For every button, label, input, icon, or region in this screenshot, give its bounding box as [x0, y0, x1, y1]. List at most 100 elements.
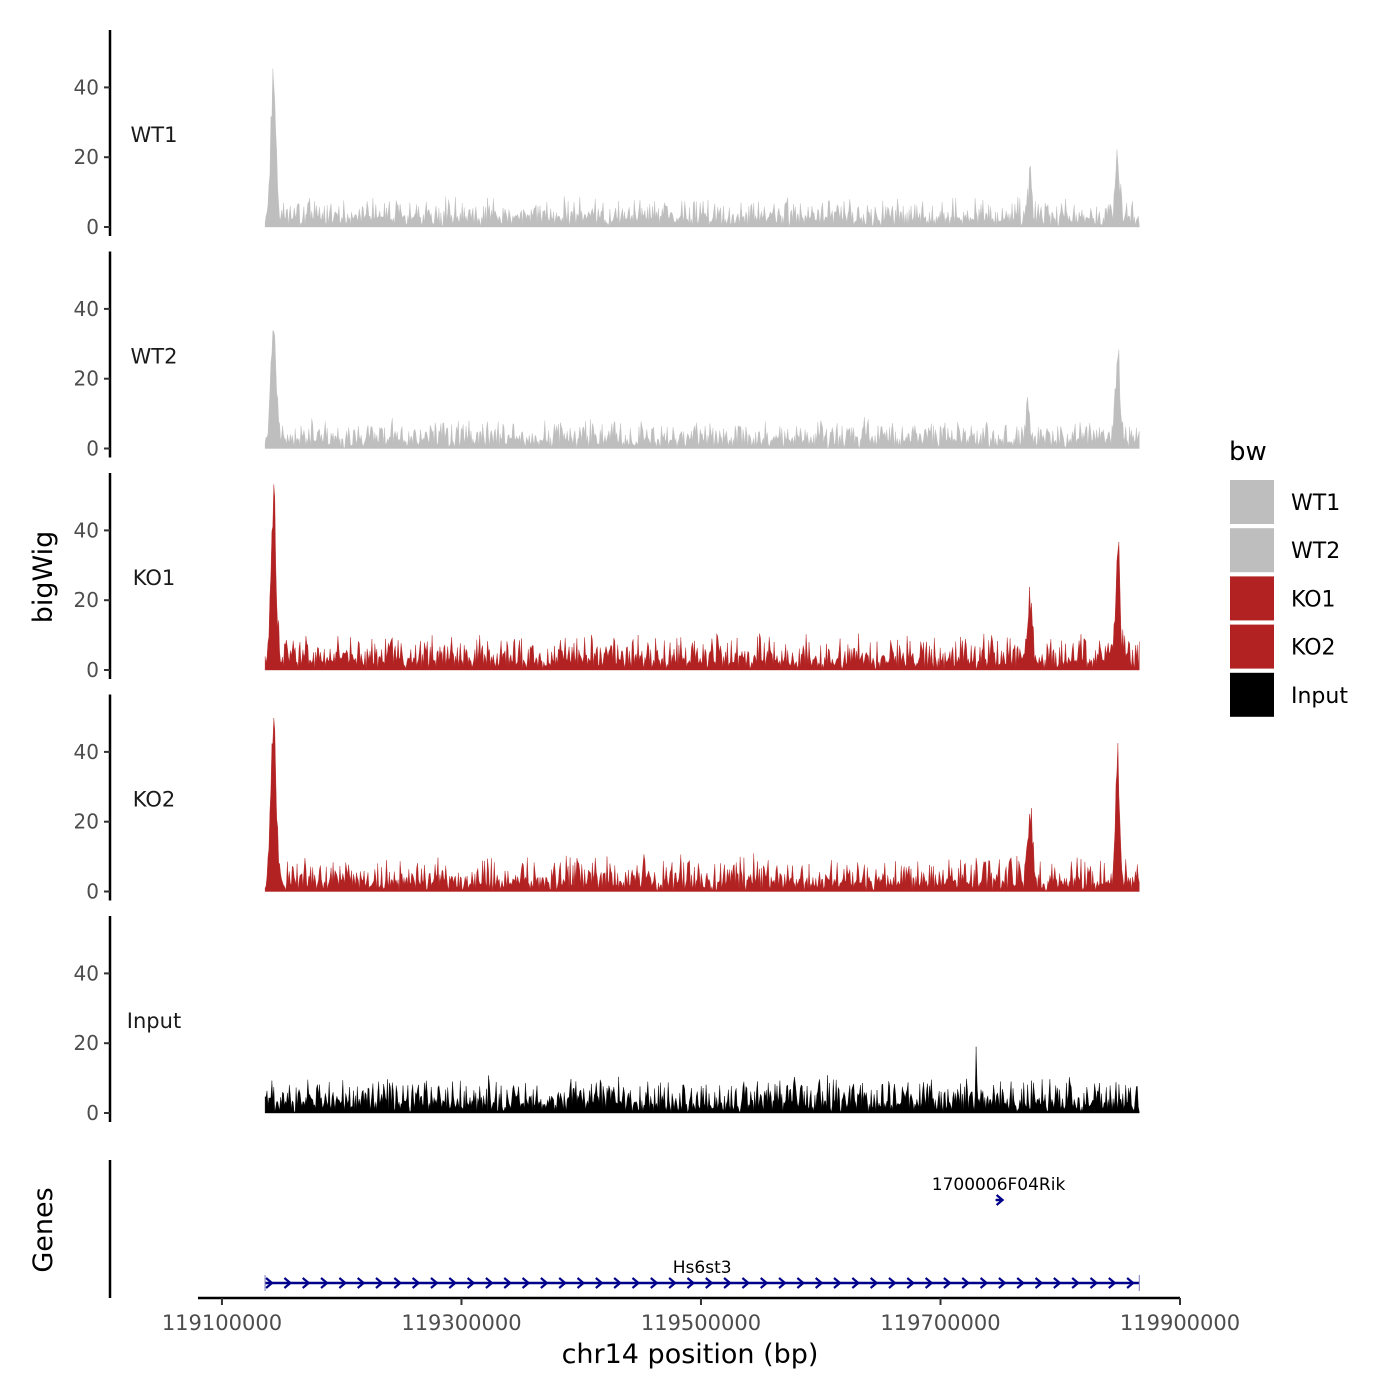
signal-area-wt1: [264, 68, 1140, 228]
strand-arrow: [705, 1277, 714, 1289]
track-label: KO2: [133, 788, 176, 812]
strand-arrow: [851, 1277, 861, 1289]
gene-1700006f04rik: 1700006F04Rik: [932, 1175, 1066, 1206]
strand-arrow: [1089, 1277, 1099, 1289]
gene-label: 1700006F04Rik: [932, 1175, 1066, 1195]
strand-arrow: [356, 1277, 366, 1289]
strand-arrow: [338, 1277, 348, 1289]
legend-label-ko1: KO1: [1291, 587, 1336, 612]
legend-label-wt2: WT2: [1291, 539, 1340, 564]
y-tick-label: 40: [74, 75, 99, 99]
legend-swatch-ko2: [1230, 624, 1274, 669]
strand-arrow: [778, 1277, 787, 1289]
strand-arrow: [1108, 1277, 1117, 1289]
x-tick-label: 119700000: [880, 1311, 1000, 1335]
strand-arrow: [485, 1277, 494, 1289]
strand-arrow: [503, 1277, 512, 1289]
strand-arrow: [668, 1277, 677, 1289]
strand-arrow: [723, 1277, 732, 1289]
genes-panel: Hs6st3 1700006F04Rik: [108, 1160, 1140, 1298]
genes-axis-title: Genes: [28, 1187, 59, 1272]
gene-label: Hs6st3: [673, 1258, 732, 1278]
strand-arrow: [998, 1277, 1007, 1289]
y-tick-label: 0: [86, 1101, 99, 1125]
strand-arrow: [961, 1277, 970, 1289]
x-tick-label: 119900000: [1120, 1311, 1240, 1335]
signal-area-wt2: [264, 330, 1140, 450]
y-tick-label: 0: [86, 215, 99, 239]
track-wt2: 0 20 40 WT2: [74, 251, 1140, 461]
y-tick-label: 40: [74, 518, 99, 542]
track-wt1: 0 20 40 WT1: [74, 30, 1140, 239]
strand-arrow: [650, 1277, 659, 1289]
strand-arrow: [613, 1277, 622, 1289]
y-axis-title: bigWig: [28, 531, 59, 624]
strand-arrow: [943, 1277, 952, 1289]
y-tick-label: 20: [74, 145, 99, 169]
strand-arrow: [686, 1277, 696, 1289]
strand-arrow: [869, 1277, 879, 1289]
gene-hs6st3: Hs6st3: [264, 1258, 1140, 1291]
strand-arrow: [906, 1277, 915, 1289]
y-tick-label: 0: [86, 658, 99, 682]
strand-arrow: [540, 1277, 549, 1289]
legend-swatch-wt1: [1230, 480, 1274, 524]
track-label: WT1: [131, 123, 178, 147]
strand-arrow: [283, 1277, 293, 1289]
x-axis: 119100000 119300000 119500000 119700000 1199…: [162, 1296, 1240, 1335]
legend-label-ko2: KO2: [1291, 636, 1336, 661]
legend-label-input: Input: [1291, 684, 1348, 709]
strand-arrow: [1053, 1277, 1062, 1289]
track-label: WT2: [131, 345, 178, 369]
strand-arrow: [301, 1277, 311, 1289]
strand-arrow: [1126, 1277, 1135, 1289]
legend-title: bw: [1229, 437, 1267, 467]
strand-arrow: [430, 1277, 439, 1289]
track-label: Input: [127, 1009, 181, 1033]
y-tick-label: 20: [74, 810, 99, 834]
strand-arrow: [631, 1277, 641, 1289]
strand-arrow: [411, 1277, 421, 1289]
strand-arrow: [1071, 1277, 1080, 1289]
strand-arrow: [1016, 1277, 1025, 1289]
strand-arrow: [888, 1277, 897, 1289]
y-tick-label: 40: [74, 740, 99, 764]
bigwig-tracks: 0 20 40 WT1 0 20 40 WT2 0 20 40 KO1 0 20 40 KO2 0 20 40 Inp…: [74, 30, 1140, 1125]
strand-arrow: [558, 1277, 567, 1289]
legend-label-wt1: WT1: [1291, 491, 1340, 516]
x-axis-title: chr14 position (bp): [562, 1339, 819, 1370]
strand-arrow: [265, 1277, 274, 1289]
legend-swatch-ko1: [1230, 576, 1274, 621]
y-tick-label: 0: [86, 880, 99, 904]
y-tick-label: 40: [74, 297, 99, 321]
legend-swatch-input: [1230, 672, 1274, 717]
signal-area-input: [264, 1046, 1140, 1114]
x-tick-label: 119300000: [401, 1311, 521, 1335]
signal-area-ko1: [264, 484, 1140, 671]
y-tick-label: 20: [74, 1031, 99, 1055]
strand-arrow: [393, 1277, 403, 1289]
strand-arrow: [576, 1277, 586, 1289]
strand-arrow: [375, 1277, 384, 1289]
y-tick-label: 0: [86, 437, 99, 461]
y-tick-label: 20: [74, 367, 99, 391]
strand-arrow: [448, 1277, 457, 1289]
y-tick-label: 40: [74, 961, 99, 985]
strand-arrow: [995, 1194, 1005, 1206]
track-input: 0 20 40 Input: [74, 916, 1140, 1125]
track-ko1: 0 20 40 KO1: [74, 473, 1140, 682]
strand-arrow: [595, 1277, 604, 1289]
strand-arrow: [320, 1277, 329, 1289]
strand-arrow: [760, 1277, 769, 1289]
strand-arrow: [979, 1277, 989, 1289]
strand-arrow: [466, 1277, 476, 1289]
strand-arrow: [521, 1277, 531, 1289]
legend-swatch-wt2: [1230, 528, 1274, 573]
x-tick-label: 119500000: [641, 1311, 761, 1335]
track-label: KO1: [133, 566, 176, 590]
x-tick-label: 119100000: [162, 1311, 282, 1335]
strand-arrow: [814, 1277, 824, 1289]
strand-arrow: [833, 1277, 842, 1289]
strand-arrow: [1034, 1277, 1044, 1289]
